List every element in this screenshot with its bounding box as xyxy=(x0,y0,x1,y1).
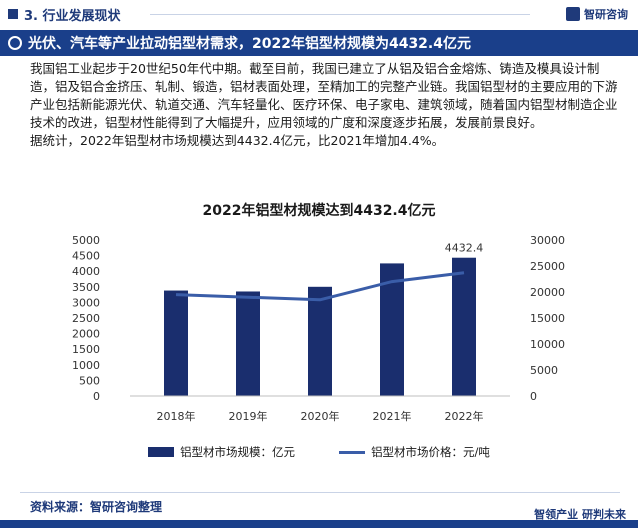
left-axis-tick: 2000 xyxy=(72,328,100,341)
footer-divider xyxy=(20,492,620,493)
bar xyxy=(308,286,332,396)
bar xyxy=(452,257,476,396)
x-axis-tick: 2021年 xyxy=(373,409,412,423)
bottom-strip xyxy=(0,520,638,528)
right-axis-tick: 20000 xyxy=(530,286,565,299)
bar xyxy=(380,263,404,396)
footer-slogan: 智领产业 研判未来 xyxy=(534,508,626,521)
data-label: 4432.4 xyxy=(445,242,484,255)
chart-title: 2022年铝型材规模达到4432.4亿元 xyxy=(202,203,436,219)
bar xyxy=(236,291,260,396)
left-axis-tick: 2500 xyxy=(72,312,100,325)
source-note: 资料来源：智研咨询整理 xyxy=(30,500,163,514)
title-circle-icon xyxy=(8,36,22,50)
brand: 智研咨询 xyxy=(566,4,628,24)
x-axis-tick: 2020年 xyxy=(301,409,340,423)
section-label: 3. 行业发展现状 xyxy=(24,8,121,24)
left-axis-tick: 0 xyxy=(93,390,100,403)
title-text: 光伏、汽车等产业拉动铝型材需求，2022年铝型材规模为4432.4亿元 xyxy=(28,36,471,52)
chart: 0 500 1000 1500 2000 2500 3000 3500 4000 4500 5000… xyxy=(72,234,565,423)
x-axis-tick: 2018年 xyxy=(157,409,196,423)
right-axis-tick: 0 xyxy=(530,390,537,403)
left-axis-tick: 500 xyxy=(79,374,100,387)
legend-line-label: 铝型材市场价格：元/吨 xyxy=(371,445,490,459)
chart-legend: 铝型材市场规模：亿元 铝型材市场价格：元/吨 xyxy=(0,444,638,460)
right-axis-tick: 15000 xyxy=(530,312,565,325)
section-square-icon xyxy=(8,9,18,19)
body-text: 我国铝工业起步于20世纪50年代中期。截至目前，我国已建立了从铝及铝合金熔炼、铸… xyxy=(30,60,620,150)
left-axis-tick: 5000 xyxy=(72,234,100,247)
body-paragraph-1: 我国铝工业起步于20世纪50年代中期。截至目前，我国已建立了从铝及铝合金熔炼、铸… xyxy=(30,61,618,130)
x-axis-tick: 2022年 xyxy=(445,409,484,423)
legend-line-swatch xyxy=(339,450,366,454)
bar xyxy=(164,290,188,396)
right-axis-tick: 5000 xyxy=(530,364,558,377)
legend-item-bar: 铝型材市场规模：亿元 xyxy=(148,444,295,460)
brand-logo-icon xyxy=(566,7,580,21)
left-axis-tick: 4500 xyxy=(72,250,100,263)
x-axis-tick: 2019年 xyxy=(229,409,268,423)
brand-name: 智研咨询 xyxy=(584,8,628,21)
section-divider xyxy=(150,14,530,15)
title-bar: 光伏、汽车等产业拉动铝型材需求，2022年铝型材规模为4432.4亿元 xyxy=(0,30,638,56)
section-header: 3. 行业发展现状 智研咨询 xyxy=(0,0,638,28)
section-tag: 3. 行业发展现状 xyxy=(8,4,121,24)
left-axis-tick: 1000 xyxy=(72,359,100,372)
body-paragraph-2: 据统计，2022年铝型材市场规模达到4432.4亿元，比2021年增加4.4%。 xyxy=(30,133,445,148)
legend-item-line: 铝型材市场价格：元/吨 xyxy=(339,444,490,460)
right-axis-tick: 10000 xyxy=(530,338,565,351)
legend-bar-label: 铝型材市场规模：亿元 xyxy=(180,445,296,459)
left-axis-tick: 4000 xyxy=(72,265,100,278)
right-axis-tick: 25000 xyxy=(530,260,565,273)
left-axis-tick: 1500 xyxy=(72,343,100,356)
right-axis-tick: 30000 xyxy=(530,234,565,247)
price-line xyxy=(175,271,465,302)
legend-bar-swatch xyxy=(148,447,175,457)
left-axis-tick: 3000 xyxy=(72,296,100,309)
left-axis-tick: 3500 xyxy=(72,281,100,294)
